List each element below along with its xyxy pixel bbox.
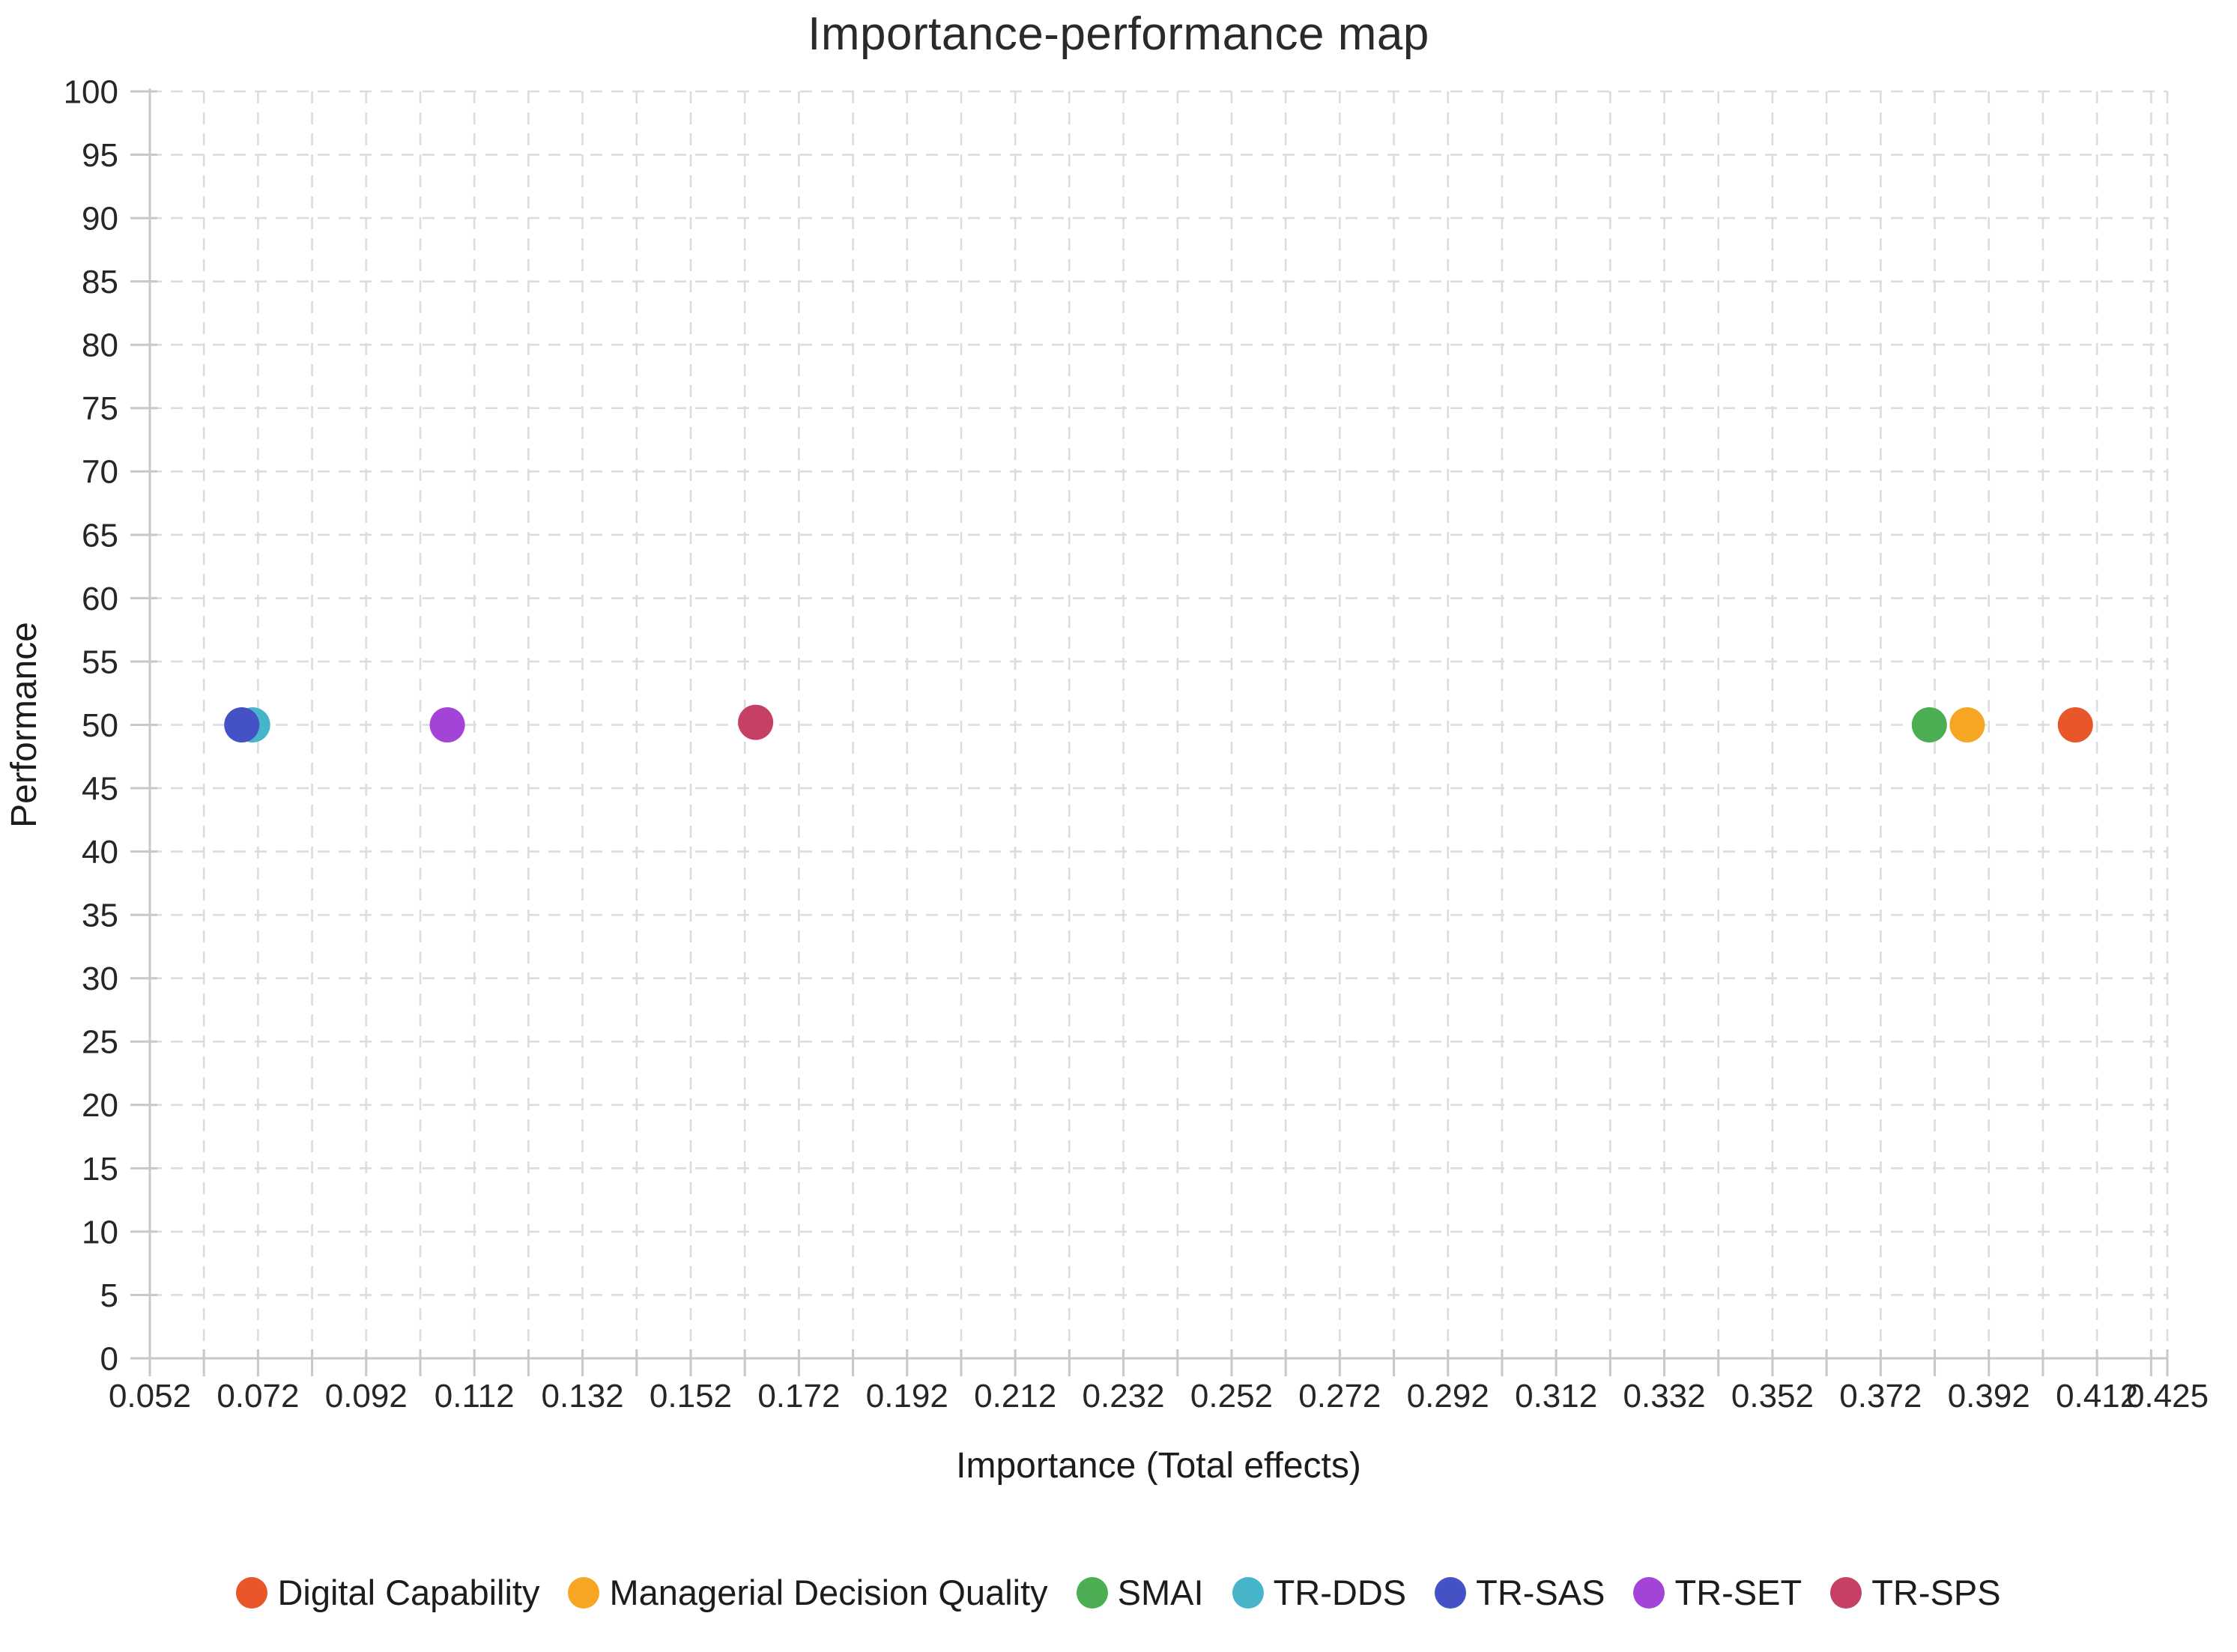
legend-item-tr-dds[interactable]: TR-DDS xyxy=(1232,1572,1407,1613)
x-tick-label: 0.352 xyxy=(1731,1378,1814,1415)
y-tick-label: 0 xyxy=(100,1340,118,1377)
legend-item-smai[interactable]: SMAI xyxy=(1076,1572,1204,1613)
x-tick-label: 0.372 xyxy=(1839,1378,1922,1415)
y-tick-label: 85 xyxy=(82,264,118,300)
y-tick-label: 15 xyxy=(82,1151,118,1187)
y-tick-label: 100 xyxy=(64,73,118,110)
legend-dot-icon xyxy=(568,1576,600,1609)
legend-dot-icon xyxy=(1830,1576,1862,1609)
x-tick-label: 0.172 xyxy=(757,1378,840,1415)
x-tick-label: 0.272 xyxy=(1298,1378,1381,1415)
y-axis-title: Performance xyxy=(4,622,44,828)
x-tick-label: 0.412 xyxy=(2056,1378,2138,1415)
y-tick-label: 20 xyxy=(82,1087,118,1124)
data-point-tr-set[interactable] xyxy=(429,707,465,742)
legend-label: TR-DDS xyxy=(1273,1573,1407,1612)
x-tick-label: 0.212 xyxy=(974,1378,1056,1415)
x-tick-label: 0.312 xyxy=(1515,1378,1597,1415)
x-tick-label: 0.092 xyxy=(325,1378,408,1415)
y-tick-label: 40 xyxy=(82,834,118,871)
x-tick-label: 0.252 xyxy=(1190,1378,1273,1415)
data-point-tr-sps[interactable] xyxy=(738,704,774,740)
legend-label: TR-SAS xyxy=(1476,1573,1605,1612)
x-tick-label: 0.152 xyxy=(650,1378,732,1415)
y-tick-label: 5 xyxy=(100,1277,118,1314)
x-tick-label: 0.192 xyxy=(866,1378,948,1415)
y-tick-label: 75 xyxy=(82,390,118,427)
legend-label: Managerial Decision Quality xyxy=(609,1573,1048,1612)
legend-dot-icon xyxy=(1633,1576,1665,1609)
scatter-plot: 0.052 0.072 0.092 0.112 0.132 0.152 0.172 0.192… xyxy=(4,73,2209,1486)
legend: Digital Capability Managerial Decision Qu… xyxy=(0,1572,2237,1613)
y-tick-label: 25 xyxy=(82,1024,118,1061)
y-tick-label: 55 xyxy=(82,644,118,680)
y-tick-label: 90 xyxy=(82,201,118,237)
y-tick-label: 50 xyxy=(82,707,118,744)
chart-title: Importance-performance map xyxy=(808,8,1429,60)
y-tick-label: 45 xyxy=(82,770,118,807)
data-point-managerial-decision-quality[interactable] xyxy=(1949,707,1985,742)
y-tick-label: 80 xyxy=(82,327,118,364)
x-tick-label: 0.332 xyxy=(1623,1378,1706,1415)
y-tick-label: 95 xyxy=(82,137,118,174)
data-point-tr-sas[interactable] xyxy=(224,707,260,742)
x-tick-label: 0.425 xyxy=(2126,1378,2209,1415)
x-tick-label: 0.052 xyxy=(109,1378,191,1415)
legend-item-digital-capability[interactable]: Digital Capability xyxy=(236,1572,539,1613)
legend-label: TR-SPS xyxy=(1871,1573,2001,1612)
legend-dot-icon xyxy=(1435,1576,1467,1609)
x-tick-label: 0.112 xyxy=(435,1378,515,1415)
y-tick-label: 60 xyxy=(82,581,118,617)
x-tick-label: 0.232 xyxy=(1083,1378,1165,1415)
legend-item-tr-sas[interactable]: TR-SAS xyxy=(1435,1572,1605,1613)
y-tick-label: 35 xyxy=(82,898,118,934)
legend-label: SMAI xyxy=(1117,1573,1204,1612)
x-tick-label: 0.132 xyxy=(542,1378,624,1415)
x-tick-label: 0.292 xyxy=(1407,1378,1489,1415)
x-tick-label: 0.072 xyxy=(217,1378,299,1415)
data-point-digital-capability[interactable] xyxy=(2057,707,2093,742)
x-tick-label: 0.392 xyxy=(1948,1378,2030,1415)
legend-dot-icon xyxy=(236,1576,268,1609)
x-axis-title: Importance (Total effects) xyxy=(956,1446,1361,1486)
y-tick-label: 10 xyxy=(82,1214,118,1250)
legend-item-tr-set[interactable]: TR-SET xyxy=(1633,1572,1802,1613)
data-point-smai[interactable] xyxy=(1911,707,1947,742)
legend-item-tr-sps[interactable]: TR-SPS xyxy=(1830,1572,2001,1613)
legend-label: Digital Capability xyxy=(277,1573,540,1612)
legend-dot-icon xyxy=(1076,1576,1108,1609)
y-tick-label: 30 xyxy=(82,960,118,997)
legend-item-managerial-decision-quality[interactable]: Managerial Decision Quality xyxy=(568,1572,1048,1613)
y-tick-label: 65 xyxy=(82,517,118,554)
y-tick-label: 70 xyxy=(82,454,118,491)
legend-label: TR-SET xyxy=(1674,1573,1802,1612)
legend-dot-icon xyxy=(1232,1576,1264,1609)
